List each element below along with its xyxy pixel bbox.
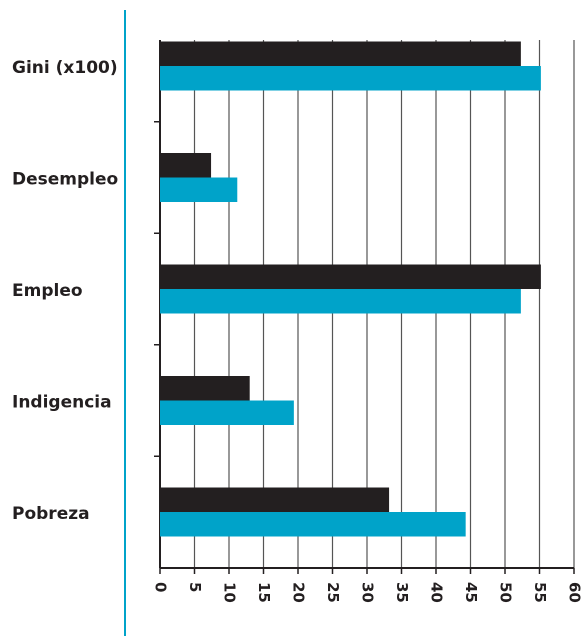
x-tick-label: 5 bbox=[186, 582, 204, 592]
x-tick-label: 20 bbox=[290, 582, 308, 603]
category-label: Pobreza bbox=[12, 504, 90, 524]
bar bbox=[160, 66, 541, 91]
bar bbox=[160, 289, 521, 314]
x-tick-label: 45 bbox=[462, 582, 480, 603]
bar bbox=[160, 153, 212, 178]
x-tick-label: 25 bbox=[324, 582, 342, 603]
x-tick-label: 15 bbox=[255, 582, 273, 603]
x-tick-label: 10 bbox=[221, 582, 239, 603]
x-tick-label: 0 bbox=[152, 582, 170, 592]
x-tick-label: 50 bbox=[497, 582, 515, 603]
x-tick-label: 55 bbox=[531, 582, 549, 603]
bar bbox=[160, 400, 294, 425]
bar bbox=[160, 177, 238, 202]
bar bbox=[160, 41, 521, 66]
category-label: Indigencia bbox=[12, 393, 112, 413]
x-tick-label: 35 bbox=[393, 582, 411, 603]
x-tick-label: 40 bbox=[428, 582, 446, 603]
bar bbox=[160, 512, 466, 537]
bar bbox=[160, 376, 250, 401]
category-label: Empleo bbox=[12, 281, 83, 301]
x-tick-label: 60 bbox=[566, 582, 584, 603]
bar bbox=[160, 487, 390, 512]
x-tick-label: 30 bbox=[359, 582, 377, 603]
category-label: Desempleo bbox=[12, 170, 118, 190]
category-label: Gini (x100) bbox=[12, 58, 118, 78]
bar bbox=[160, 264, 541, 289]
